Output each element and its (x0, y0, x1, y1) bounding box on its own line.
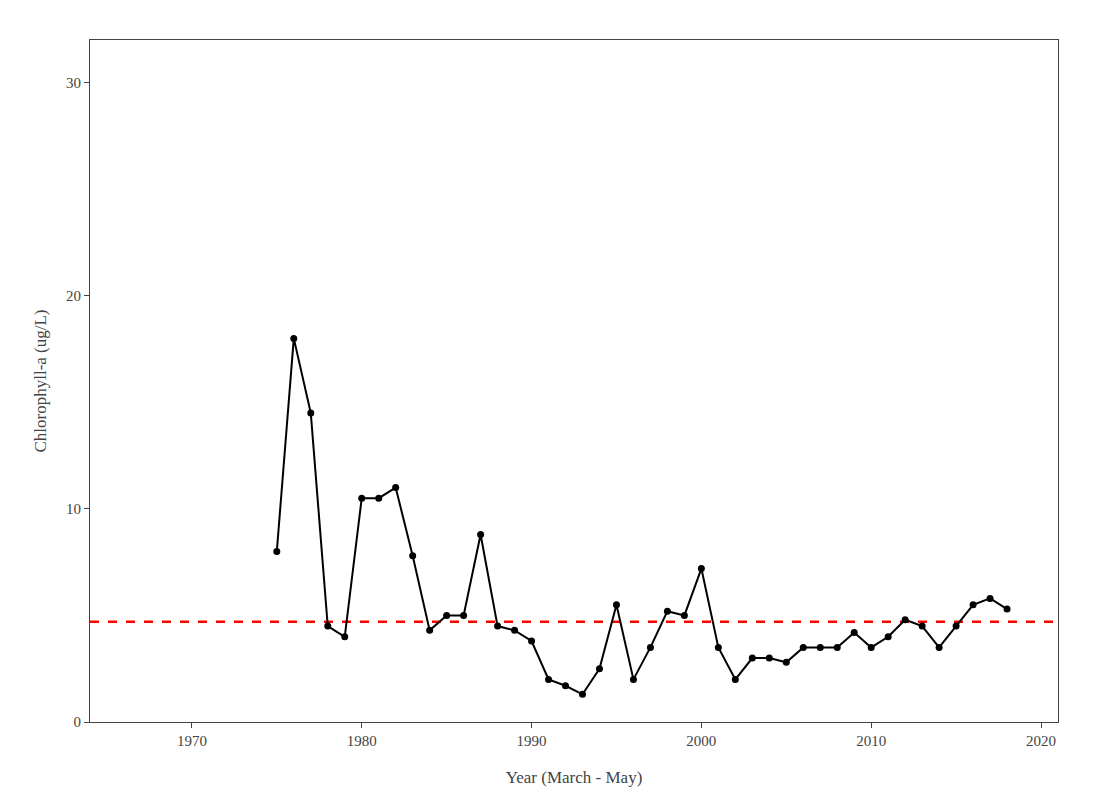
svg-text:Chlorophyll-a (ug/L): Chlorophyll-a (ug/L) (31, 309, 50, 452)
svg-text:1990: 1990 (517, 733, 547, 749)
svg-text:Year (March - May): Year (March - May) (506, 768, 643, 787)
svg-text:20: 20 (66, 288, 81, 304)
svg-text:2000: 2000 (686, 733, 716, 749)
svg-text:2010: 2010 (856, 733, 886, 749)
svg-text:0: 0 (74, 714, 82, 730)
svg-text:10: 10 (66, 501, 81, 517)
svg-text:30: 30 (66, 75, 81, 91)
svg-text:2020: 2020 (1026, 733, 1056, 749)
svg-text:1980: 1980 (347, 733, 377, 749)
svg-text:1970: 1970 (177, 733, 207, 749)
